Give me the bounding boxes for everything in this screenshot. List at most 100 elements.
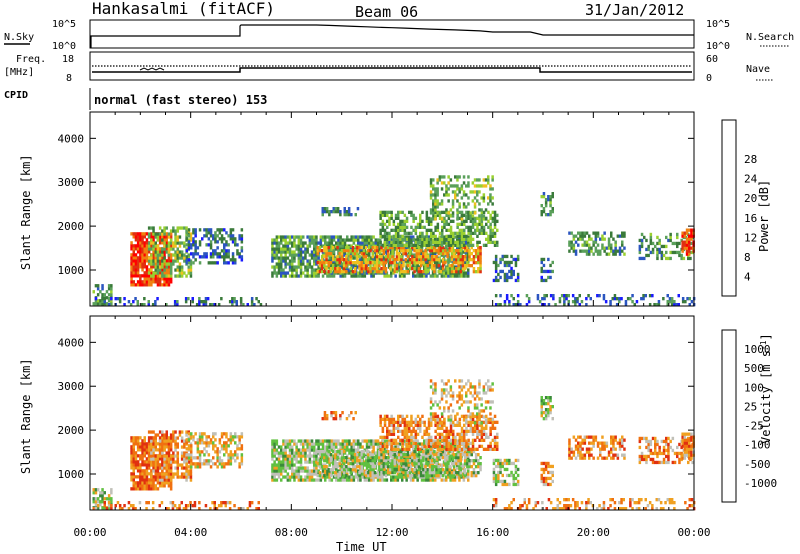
data-cell bbox=[473, 217, 477, 221]
data-cell bbox=[456, 217, 459, 221]
data-cell bbox=[220, 297, 223, 301]
data-cell bbox=[348, 442, 351, 446]
data-cell bbox=[460, 187, 464, 191]
data-cell bbox=[187, 447, 191, 451]
data-cell bbox=[411, 267, 414, 271]
data-cell bbox=[541, 297, 544, 301]
data-cell bbox=[397, 231, 400, 235]
data-cell bbox=[203, 432, 206, 436]
data-cell bbox=[354, 213, 357, 217]
data-cell bbox=[107, 497, 111, 501]
data-cell bbox=[387, 262, 391, 266]
data-cell bbox=[649, 235, 653, 240]
data-cell bbox=[381, 213, 385, 217]
data-cell bbox=[139, 466, 142, 470]
data-cell bbox=[690, 300, 694, 304]
data-cell bbox=[190, 243, 193, 247]
data-cell bbox=[372, 241, 375, 245]
data-cell bbox=[172, 262, 175, 266]
data-cell bbox=[147, 430, 151, 434]
data-cell bbox=[178, 265, 182, 269]
data-cell bbox=[596, 234, 600, 238]
data-cell bbox=[688, 246, 691, 250]
data-cell bbox=[214, 450, 217, 454]
data-cell bbox=[319, 241, 323, 245]
data-cell bbox=[342, 261, 346, 265]
data-cell bbox=[163, 256, 166, 260]
data-cell bbox=[291, 256, 294, 260]
data-cell bbox=[161, 454, 164, 458]
data-cell bbox=[409, 478, 413, 482]
data-cell bbox=[657, 300, 661, 304]
data-cell bbox=[368, 253, 371, 257]
data-cell bbox=[189, 457, 193, 461]
data-cell bbox=[443, 219, 446, 223]
data-cell bbox=[616, 234, 620, 238]
data-cell bbox=[326, 442, 329, 446]
data-cell bbox=[169, 448, 173, 452]
data-cell bbox=[398, 442, 402, 446]
data-cell bbox=[467, 181, 470, 185]
data-cell bbox=[271, 457, 274, 461]
data-cell bbox=[666, 294, 669, 298]
data-cell bbox=[271, 451, 274, 455]
data-cell bbox=[280, 274, 283, 278]
data-cell bbox=[145, 451, 149, 455]
data-cell bbox=[430, 219, 433, 223]
data-cell bbox=[277, 475, 281, 479]
data-cell bbox=[682, 256, 686, 261]
data-cell bbox=[176, 238, 179, 242]
data-cell bbox=[130, 478, 133, 482]
data-cell bbox=[236, 453, 239, 457]
data-cell bbox=[688, 243, 691, 247]
data-cell bbox=[480, 196, 483, 200]
data-cell bbox=[183, 259, 186, 263]
data-cell bbox=[482, 231, 486, 235]
data-cell bbox=[174, 235, 177, 239]
data-cell bbox=[688, 303, 691, 307]
data-cell bbox=[225, 240, 228, 244]
data-cell bbox=[330, 241, 334, 245]
data-cell bbox=[542, 257, 546, 262]
data-cell bbox=[143, 256, 146, 260]
data-cell bbox=[631, 300, 634, 304]
data-cell bbox=[161, 283, 164, 287]
data-cell bbox=[396, 241, 400, 245]
data-cell bbox=[174, 244, 177, 248]
data-cell bbox=[449, 478, 452, 482]
data-cell bbox=[434, 225, 437, 229]
data-cell bbox=[469, 190, 472, 194]
data-cell bbox=[427, 228, 431, 232]
data-cell bbox=[618, 297, 621, 301]
data-cell bbox=[203, 447, 206, 451]
data-cell bbox=[152, 226, 155, 230]
data-cell bbox=[336, 270, 339, 274]
data-cell bbox=[400, 249, 403, 253]
data-cell bbox=[357, 274, 360, 278]
data-cell bbox=[404, 270, 407, 274]
data-cell bbox=[167, 445, 171, 449]
data-cell bbox=[180, 250, 184, 254]
data-cell bbox=[156, 460, 160, 464]
data-cell bbox=[169, 433, 173, 437]
data-cell bbox=[169, 478, 173, 482]
data-cell bbox=[609, 303, 612, 307]
data-cell bbox=[399, 222, 402, 226]
data-cell bbox=[499, 257, 502, 262]
data-cell bbox=[154, 303, 157, 307]
data-cell bbox=[295, 247, 298, 251]
data-cell bbox=[158, 451, 162, 455]
data-cell bbox=[461, 261, 465, 265]
data-cell bbox=[147, 250, 151, 254]
data-cell bbox=[491, 234, 495, 238]
data-cell bbox=[339, 213, 342, 217]
data-cell bbox=[147, 226, 151, 230]
data-cell bbox=[446, 267, 449, 271]
data-cell bbox=[169, 274, 173, 278]
data-cell bbox=[286, 244, 290, 248]
data-cell bbox=[299, 469, 303, 473]
data-cell bbox=[136, 256, 140, 260]
freq-jitter bbox=[139, 67, 165, 71]
data-cell bbox=[141, 244, 144, 248]
data-cell bbox=[592, 240, 595, 244]
